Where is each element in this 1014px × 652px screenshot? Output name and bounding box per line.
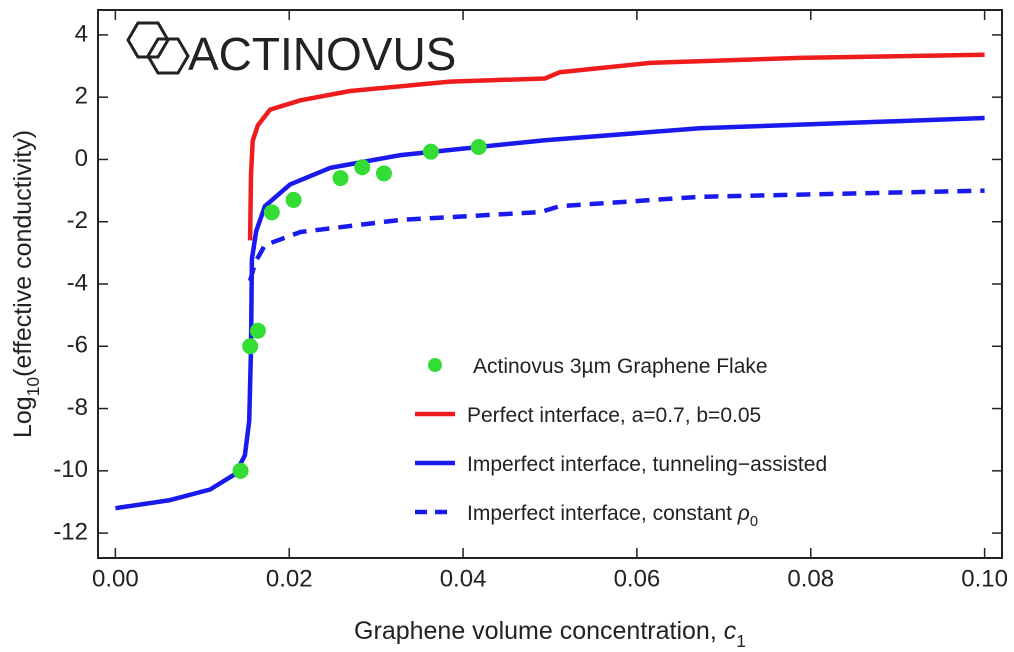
data-point (285, 191, 302, 208)
y-tick-label: -10 (53, 456, 88, 483)
legend-marker (428, 358, 442, 372)
x-tick-label: 0.00 (92, 565, 139, 592)
series-line (247, 52, 985, 241)
text-part: Perfect interface, a=0.7, b=0.05 (467, 404, 761, 427)
y-tick-label: -2 (67, 207, 88, 234)
y-tick-label: 4 (75, 20, 88, 47)
text-part: Imperfect interface, constant (467, 502, 738, 525)
data-point (375, 165, 392, 182)
data-point (249, 322, 266, 339)
legend-label: Perfect interface, a=0.7, b=0.05 (467, 404, 761, 427)
data-point (422, 143, 439, 160)
data-point (263, 204, 280, 221)
y-tick-label: 0 (75, 145, 88, 172)
series-line (115, 115, 985, 511)
y-axis-label: Log10(effective conductivity) (9, 130, 43, 438)
text-part: 1 (736, 631, 746, 651)
text-part: Graphene volume concentration, (354, 617, 724, 645)
data-point (354, 159, 371, 176)
x-tick-label: 0.08 (787, 565, 834, 592)
text-part: Log (9, 396, 37, 438)
y-tick-label: 2 (75, 83, 88, 110)
logo-text: ACTINOVUS (188, 28, 456, 80)
data-point (332, 170, 349, 187)
data-point (242, 338, 259, 355)
text-part: Imperfect interface, tunneling−assisted (467, 453, 827, 476)
x-tick-label: 0.04 (440, 565, 487, 592)
text-part: ρ (737, 502, 750, 525)
legend-label: Imperfect interface, constant ρ0 (467, 502, 758, 530)
x-tick-label: 0.10 (961, 565, 1008, 592)
y-tick-label: -12 (53, 518, 88, 545)
series-line (247, 188, 985, 282)
data-point (232, 462, 249, 479)
data-point (470, 139, 487, 155)
legend-label: Actinovus 3µm Graphene Flake (473, 355, 768, 378)
y-tick-label: -4 (67, 269, 88, 296)
x-tick-label: 0.02 (266, 565, 313, 592)
text-part: 0 (750, 514, 758, 530)
text-part: (effective conductivity) (9, 130, 37, 377)
legend-label: Imperfect interface, tunneling−assisted (467, 453, 827, 476)
plot-frame (97, 9, 1003, 559)
x-tick-label: 0.06 (614, 565, 661, 592)
text-part: 10 (23, 377, 43, 397)
x-axis-label: Graphene volume concentration, c1 (354, 617, 746, 651)
logo-icon (126, 21, 190, 75)
text-part: c (724, 617, 737, 645)
y-tick-label: -8 (67, 394, 88, 421)
text-part: Actinovus 3µm Graphene Flake (473, 355, 768, 378)
y-tick-label: -6 (67, 332, 88, 359)
